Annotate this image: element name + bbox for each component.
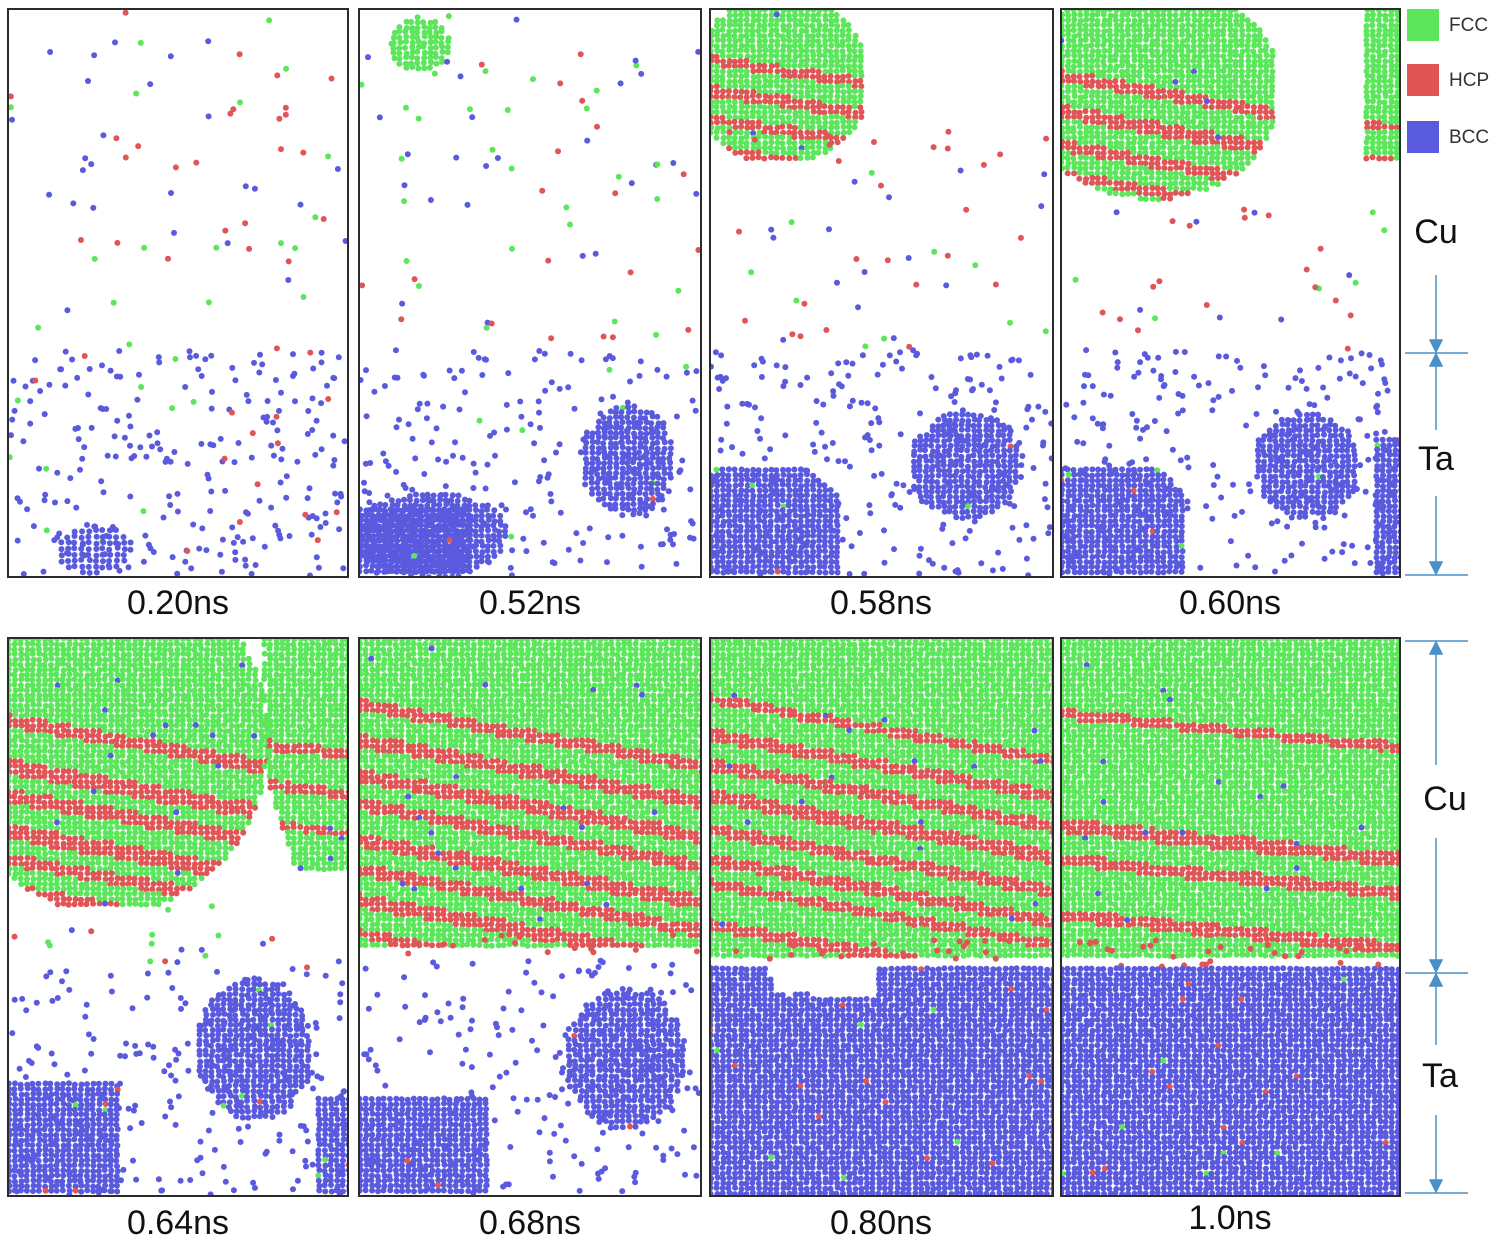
region-arrows [1405,275,1468,1194]
ta-bottom-arrow-head-up [1428,972,1444,987]
atom-scatter [360,13,700,576]
atom-scatter [711,10,1052,576]
atom-scatter [360,639,700,1195]
snapshot-panel-7 [709,637,1054,1197]
cu-top-arrow-head [1428,339,1444,354]
legend-label-bcc: BCC [1449,127,1489,149]
region-label-ta-bottom: Ta [1405,1057,1475,1096]
time-label-2: 0.52ns [360,585,700,621]
region-label-cu-bottom: Cu [1410,780,1480,819]
region-label-ta-top: Ta [1401,440,1471,479]
time-label-8: 1.0ns [1060,1200,1400,1236]
atom-scatter [711,639,1052,1195]
cu-bottom-arrow-head-up [1428,640,1444,655]
ta-bottom-arrow-head-down [1428,1179,1444,1194]
legend-swatch-bcc [1407,121,1439,153]
time-label-6: 0.68ns [360,1205,700,1241]
atom-scatter [1062,10,1399,576]
legend-swatch-hcp [1407,64,1439,96]
atom-scatter [1062,639,1399,1195]
cu-bottom-arrow-head-down [1428,959,1444,974]
legend-swatch-fcc [1407,9,1439,41]
snapshot-panel-6 [358,637,702,1197]
snapshot-panel-2 [358,8,702,578]
legend-label-hcp: HCP [1449,70,1489,92]
snapshot-panel-3 [709,8,1054,578]
ta-top-arrow-head-down [1428,561,1444,576]
snapshot-panel-1 [7,8,349,578]
ta-top-arrow-head-up [1428,352,1444,367]
snapshot-panel-4 [1060,8,1401,578]
time-label-3: 0.58ns [711,585,1051,621]
region-label-cu-top: Cu [1401,213,1471,252]
time-label-7: 0.80ns [711,1205,1051,1241]
atom-scatter [9,10,347,576]
legend-label-fcc: FCC [1449,15,1488,37]
time-label-1: 0.20ns [8,585,348,621]
snapshot-panel-8 [1060,637,1401,1197]
time-label-4: 0.60ns [1060,585,1400,621]
atom-scatter [9,639,347,1195]
time-label-5: 0.64ns [8,1205,348,1241]
snapshot-panel-5 [7,637,349,1197]
